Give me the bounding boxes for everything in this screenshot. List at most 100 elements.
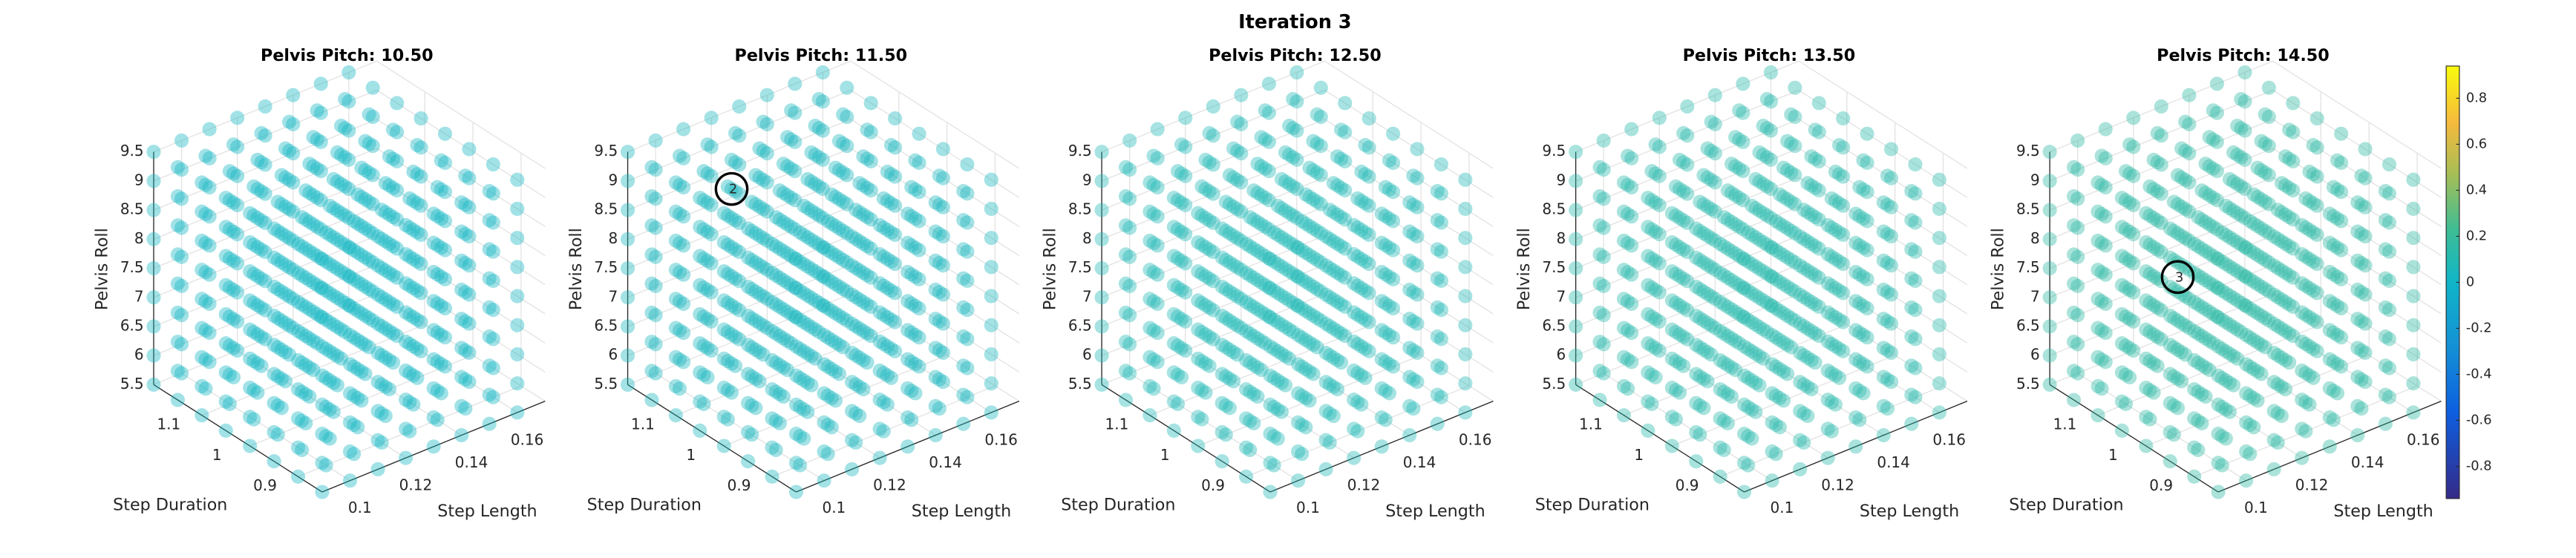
data-point — [1358, 225, 1373, 240]
data-point — [804, 320, 819, 335]
data-point — [644, 218, 659, 233]
data-point — [1174, 254, 1189, 269]
data-point — [1350, 220, 1365, 235]
data-point — [720, 412, 735, 427]
data-point — [780, 159, 795, 174]
data-point — [1430, 387, 1445, 402]
data-point — [1334, 239, 1349, 254]
data-point — [454, 398, 469, 413]
data-point — [1430, 242, 1445, 257]
data-point — [410, 167, 425, 182]
data-point — [243, 381, 258, 395]
data-point — [2067, 247, 2082, 262]
data-point — [2261, 80, 2276, 95]
data-point — [908, 386, 923, 401]
y-tick-label: 0.9 — [2149, 476, 2173, 494]
data-point — [2187, 440, 2202, 455]
data-point — [295, 355, 310, 370]
data-point — [1793, 345, 1808, 361]
data-point — [2239, 298, 2254, 314]
z-tick-label: 5.5 — [2016, 375, 2040, 393]
data-point — [804, 203, 819, 218]
data-point — [426, 381, 441, 395]
data-point — [2354, 168, 2369, 183]
colorbar-tick-label: -0.2 — [2466, 320, 2492, 335]
data-point — [406, 310, 421, 325]
data-point — [724, 240, 739, 255]
data-point — [811, 237, 826, 252]
data-point — [872, 276, 887, 291]
data-point — [362, 281, 376, 297]
data-point — [1202, 184, 1217, 199]
data-point — [1358, 137, 1373, 153]
data-point — [1295, 330, 1310, 345]
data-point — [1592, 305, 1607, 320]
data-point — [863, 212, 878, 227]
data-point — [2211, 252, 2226, 266]
data-point — [1289, 269, 1304, 283]
data-point — [2246, 187, 2261, 202]
data-point — [350, 303, 365, 318]
data-point — [298, 358, 313, 372]
data-point — [820, 214, 835, 229]
data-point — [362, 311, 376, 326]
data-point — [370, 345, 385, 361]
data-point — [1146, 381, 1161, 396]
data-point — [1326, 176, 1341, 191]
data-point — [1306, 308, 1321, 324]
data-point — [1218, 369, 1233, 384]
z-tick-label: 6.5 — [1542, 316, 1566, 334]
data-point — [1215, 338, 1229, 352]
data-point — [338, 324, 353, 339]
data-point — [334, 148, 349, 163]
data-point — [648, 220, 663, 235]
data-point — [2209, 76, 2224, 91]
data-point — [872, 305, 887, 320]
data-point — [390, 270, 405, 285]
data-point — [1194, 266, 1209, 281]
data-point — [928, 341, 943, 355]
data-point — [430, 238, 445, 253]
data-point — [406, 397, 421, 412]
data-point — [908, 269, 923, 284]
data-point — [984, 201, 998, 217]
data-point — [908, 357, 923, 372]
data-point — [1222, 197, 1237, 211]
data-point — [2067, 305, 2082, 320]
x-tick-label: 0.12 — [1821, 476, 1854, 493]
data-point — [1166, 278, 1181, 292]
data-point — [800, 171, 815, 187]
data-point — [202, 151, 217, 165]
data-point — [720, 179, 735, 194]
data-point — [347, 330, 362, 345]
data-point — [510, 231, 525, 246]
data-point — [1828, 164, 1843, 180]
data-point — [1836, 111, 1851, 126]
data-point — [390, 329, 405, 344]
data-point — [318, 400, 333, 415]
data-point — [1378, 325, 1393, 340]
data-point — [1765, 444, 1779, 459]
data-point — [1291, 298, 1306, 314]
data-point — [258, 274, 272, 289]
data-point — [1239, 295, 1254, 309]
subplot: Pelvis Pitch: 13.505.566.577.588.599.50.… — [1514, 46, 1968, 521]
data-point — [704, 197, 719, 213]
z-grid-line — [1575, 177, 1968, 286]
data-point — [1289, 240, 1304, 255]
data-point — [382, 236, 396, 252]
data-point — [1150, 180, 1165, 195]
data-point — [1765, 269, 1779, 284]
y-axis-label: Step Duration — [2009, 495, 2123, 514]
data-point — [700, 137, 715, 152]
data-point — [644, 247, 659, 262]
data-point — [1820, 276, 1835, 291]
data-point — [342, 386, 358, 401]
z-grid-line — [1101, 293, 1494, 402]
data-point — [1664, 381, 1679, 395]
data-point — [768, 326, 783, 341]
z-grid-line — [627, 293, 1020, 402]
z-grid-line — [1575, 234, 1968, 344]
data-point — [222, 280, 237, 295]
data-point — [840, 168, 854, 183]
